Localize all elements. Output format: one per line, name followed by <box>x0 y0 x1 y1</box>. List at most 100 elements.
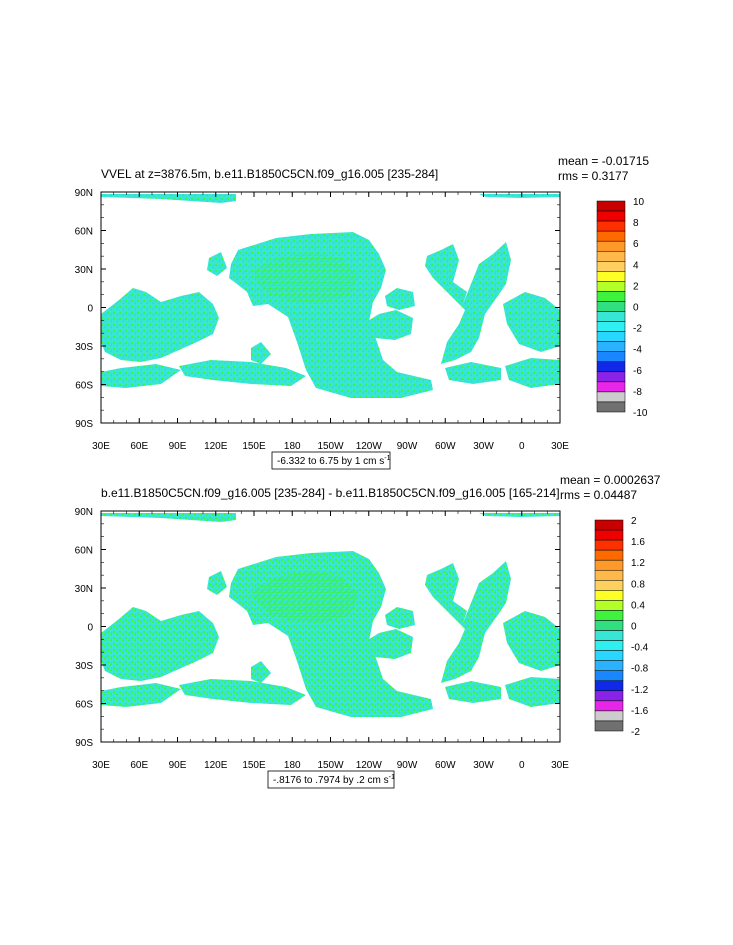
panel-2-title: b.e11.B1850C5CN.f09_g16.005 [235-284] - … <box>101 486 560 500</box>
panel-2-colorbar-label: 1.2 <box>631 558 645 569</box>
panel-2-colorbar-swatch <box>594 519 624 531</box>
panel-1-colorbar: 10 8 6 4 2 0 -2 -4 -6 -8 -10 <box>596 197 648 419</box>
panel-1-colorbar-swatch <box>596 200 626 212</box>
panel-2-map-field <box>101 513 560 717</box>
panel-1-x-tick-label: 60W <box>435 441 456 452</box>
panel-2-region-arctic-west <box>101 513 236 522</box>
panel-2-x-tick-label: 120W <box>356 760 383 771</box>
panel-1-map <box>100 191 561 424</box>
panel-1-x-tick-label: 90W <box>397 441 418 452</box>
panel-1-colorbar-swatch <box>596 301 626 312</box>
panel-1-colorbar-swatch <box>596 230 626 242</box>
panel-2-colorbar-label: 0.4 <box>631 600 645 611</box>
panel-1-x-tick-label: 30W <box>473 441 494 452</box>
panel-2-region-patch-b <box>385 607 415 629</box>
panel-1-map-field <box>101 194 560 398</box>
panel-2-y-tick-label: 60N <box>75 546 93 557</box>
panel-1-colorbar-swatch <box>596 391 626 403</box>
panel-2-colorbar-swatch <box>594 620 624 631</box>
panel-1-y-tick-label: 0 <box>87 304 93 315</box>
panel-1-y-tick-label: 60N <box>75 227 93 238</box>
panel-2-colorbar-swatch <box>594 690 624 702</box>
panel-2-x-ticks: 30E 60E 90E 120E 150E 180 150W 120W 90W 60W 30W 0 30… <box>92 511 569 771</box>
panel-1-colorbar-swatch <box>596 381 626 393</box>
panel-1-region-southern-ocean-2 <box>505 358 560 388</box>
panel-1-region-south-pacific-east <box>363 310 413 340</box>
panel-1-colorbar-swatch <box>596 261 626 272</box>
panel-2-colorbar-swatch <box>594 630 624 641</box>
panel-2-colorbar: 2 1.6 1.2 0.8 0.4 0 -0.4 -0.8 -1.2 -1.6 -2 <box>594 516 649 738</box>
panel-1-colorbar-swatch <box>596 281 626 292</box>
panel-2-colorbar-swatch <box>594 569 624 581</box>
panel-2-y-ticks: 90N 60N 30N 0 30S 60S 90S <box>75 507 560 749</box>
panel-1-y-tick-label: 90N <box>75 188 93 199</box>
panel-1-colorbar-swatch <box>596 311 626 322</box>
panel-2-x-tick-label: 150W <box>317 760 344 771</box>
panel-1-y-tick-label: 90S <box>75 419 93 430</box>
panel-2-range-text: -.8176 to .7974 by .2 cm s-1 <box>273 774 395 786</box>
panel-2-y-tick-label: 0 <box>87 623 93 634</box>
panel-2-colorbar-swatch <box>594 529 624 541</box>
panel-2-x-tick-label: 30E <box>92 760 110 771</box>
panel-1-region-patch-b <box>385 288 415 310</box>
panel-1-colorbar-label: 6 <box>633 239 639 250</box>
panel-2-x-tick-label: 60W <box>435 760 456 771</box>
panel-1-colorbar-swatch <box>596 240 626 252</box>
panel-1-title: VVEL at z=3876.5m, b.e11.B1850C5CN.f09_g… <box>101 167 438 181</box>
panel-1: VVEL at z=3876.5m, b.e11.B1850C5CN.f09_g… <box>75 154 649 470</box>
panel-1-x-tick-label: 0 <box>519 441 525 452</box>
panel-2-region-atlantic <box>425 561 511 683</box>
panel-1-colorbar-swatch <box>596 351 626 363</box>
panel-2-range-box: -.8176 to .7974 by .2 cm s-1 <box>267 770 395 789</box>
panel-2-colorbar-swatch <box>594 539 624 551</box>
panel-2: b.e11.B1850C5CN.f09_g16.005 [235-284] - … <box>75 473 661 789</box>
panel-1-colorbar-label: -8 <box>633 387 642 398</box>
panel-2-colorbar-swatch <box>594 549 624 561</box>
panel-1-colorbar-label: 4 <box>633 260 639 271</box>
panel-1-colorbar-swatch <box>596 210 626 222</box>
panel-1-region-south-indian <box>101 364 181 388</box>
panel-1-y-tick-label: 30S <box>75 342 93 353</box>
panel-2-y-tick-label: 30N <box>75 584 93 595</box>
panel-2-colorbar-swatch <box>594 680 624 692</box>
panel-2-colorbar-swatch <box>594 559 624 571</box>
panel-1-y-tick-label: 60S <box>75 381 93 392</box>
panel-2-x-tick-label: 30E <box>551 760 569 771</box>
panel-2-rms: rms = 0.04487 <box>560 488 637 502</box>
panel-2-range-frame <box>267 770 395 789</box>
panel-1-colorbar-label: -10 <box>633 408 648 419</box>
panel-1-region-highlight <box>251 252 357 304</box>
panel-1-region-east-atlantic <box>503 292 560 352</box>
panel-1-colorbar-swatch <box>596 361 626 373</box>
panel-1-rms: rms = 0.3177 <box>558 169 629 183</box>
panel-2-region-south-pacific-east <box>363 629 413 659</box>
panel-1-mean: mean = -0.01715 <box>558 154 649 168</box>
panel-1-y-tick-label: 30N <box>75 265 93 276</box>
panel-1-x-tick-label: 60E <box>130 441 148 452</box>
panel-1-region-southern-ocean-1 <box>179 360 306 386</box>
panel-2-colorbar-label: -1.2 <box>631 685 649 696</box>
panel-2-colorbar-label: 1.6 <box>631 537 645 548</box>
panel-1-colorbar-label: 10 <box>633 197 645 208</box>
panel-2-mean: mean = 0.0002637 <box>560 473 661 487</box>
panel-2-region-east-atlantic <box>503 611 560 671</box>
panel-2-colorbar-swatch <box>594 660 624 671</box>
panel-1-colorbar-label: -2 <box>633 324 642 335</box>
panel-1-x-ticks: 30E 60E 90E 120E 150E 180 150W 120W 90W 60W 30W 0 30… <box>92 192 569 452</box>
panel-1-colorbar-label: 8 <box>633 218 639 229</box>
panel-1-colorbar-swatch <box>596 331 626 342</box>
panel-1-colorbar-swatch <box>596 321 626 332</box>
panel-2-x-tick-label: 60E <box>130 760 148 771</box>
panel-2-x-tick-label: 180 <box>284 760 301 771</box>
panel-1-colorbar-swatch <box>596 341 626 352</box>
panel-2-colorbar-swatch <box>594 600 624 611</box>
panel-2-colorbar-label: -0.4 <box>631 643 649 654</box>
panel-1-region-arctic-east <box>479 194 560 198</box>
panel-2-region-patch-a <box>207 571 227 595</box>
panel-1-colorbar-swatch <box>596 401 626 413</box>
panel-2-y-tick-label: 90N <box>75 507 93 518</box>
panel-2-region-indian <box>101 607 219 681</box>
panel-1-region-tasman <box>251 342 271 364</box>
panel-2-y-tick-label: 30S <box>75 661 93 672</box>
